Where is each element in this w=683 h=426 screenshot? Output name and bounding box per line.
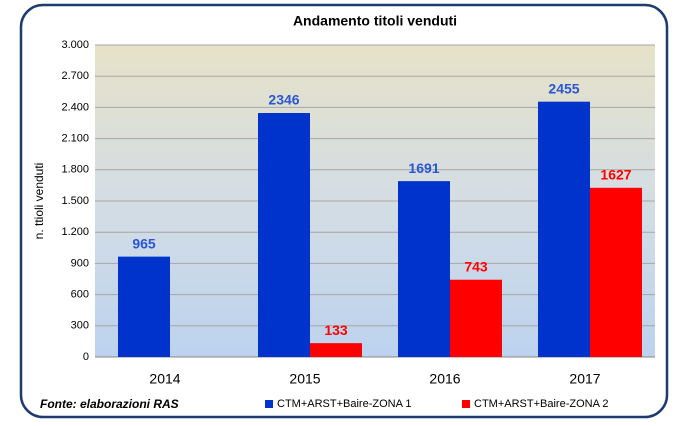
legend-label: CTM+ARST+Baire-ZONA 1 — [277, 398, 411, 410]
y-tick-label: 1.800 — [61, 164, 89, 176]
annotation: Fonte: elaborazioni RAS — [40, 397, 179, 411]
y-tick-label: 900 — [71, 257, 89, 269]
bar — [310, 343, 362, 357]
y-tick-label: 300 — [71, 320, 89, 332]
y-axis-label: n. ttioli venduti — [32, 163, 46, 240]
value-label: 1627 — [600, 166, 631, 182]
chart-title: Andamento titoli venduti — [293, 13, 457, 29]
x-tick-label: 2017 — [569, 371, 600, 387]
bar — [398, 181, 450, 357]
value-label: 965 — [132, 235, 156, 251]
value-label: 2346 — [268, 92, 299, 108]
legend-label: CTM+ARST+Baire-ZONA 2 — [474, 398, 608, 410]
value-label: 743 — [464, 258, 488, 274]
bar — [450, 279, 502, 357]
value-label: 1691 — [408, 160, 439, 176]
x-tick-label: 2015 — [289, 371, 320, 387]
bar — [538, 101, 590, 358]
bar — [590, 187, 642, 357]
y-tick-label: 2.100 — [61, 133, 89, 145]
x-tick-label: 2016 — [429, 371, 460, 387]
value-label: 133 — [324, 322, 348, 338]
legend-swatch — [265, 400, 273, 408]
value-label: 2455 — [548, 80, 579, 96]
legend-swatch — [462, 400, 470, 408]
y-tick-label: 1.200 — [61, 226, 89, 238]
y-tick-label: 600 — [71, 289, 89, 301]
x-tick-label: 2014 — [149, 371, 180, 387]
y-tick-label: 1.500 — [61, 195, 89, 207]
y-tick-label: 0 — [83, 351, 89, 363]
y-tick-label: 3.000 — [61, 39, 89, 51]
bar — [258, 113, 310, 358]
y-tick-label: 2.700 — [61, 70, 89, 82]
bar — [118, 256, 170, 357]
y-tick-label: 2.400 — [61, 101, 89, 113]
